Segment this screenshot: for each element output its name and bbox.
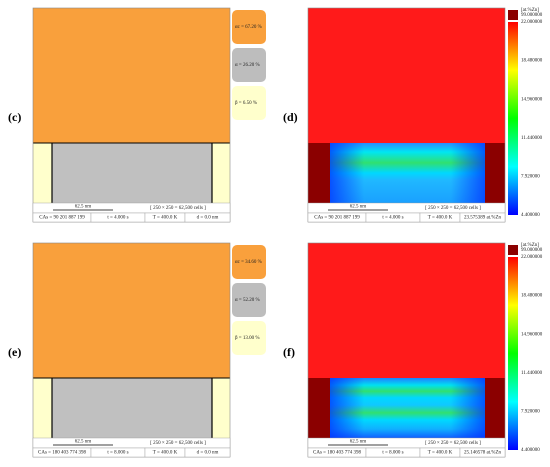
- legend-text: β = 13.00 %: [235, 336, 260, 341]
- status-cell: [459, 212, 506, 223]
- panel-label: (c): [8, 110, 21, 124]
- colorbar-label: 7.920000: [521, 175, 540, 180]
- conc-edge-shade: [330, 378, 485, 438]
- colorbar-label: 22.000000: [521, 20, 543, 25]
- scale-text: 62.5 nm: [350, 440, 367, 445]
- legend-box: [232, 48, 266, 82]
- legend-text: αc = 67.20 %: [235, 25, 262, 30]
- status-text: t = 8.000 s: [107, 451, 128, 456]
- status-cell: [184, 212, 231, 223]
- gray-phase: [52, 378, 212, 438]
- conc-edge-shade: [330, 143, 485, 203]
- colorbar-label: 99.000000: [521, 13, 543, 18]
- status-text: d = 0.0 nm: [197, 451, 219, 456]
- status-text: CAs = 90 201 887 199: [314, 216, 360, 221]
- colorbar-label: 4.400000: [521, 213, 540, 218]
- cells-text: [ 250 × 250 = 62,500 cells ]: [150, 206, 206, 211]
- status-text: t = 4.000 s: [107, 216, 128, 221]
- legend-text: α = 26.20 %: [235, 63, 260, 68]
- red-region: [308, 8, 505, 143]
- colorbar-label: 11.440000: [521, 371, 543, 376]
- legend-text: α = 52.20 %: [235, 298, 260, 303]
- cells-text: [ 250 × 250 = 62,500 cells ]: [425, 441, 481, 446]
- colorbar-label: 18.480000: [521, 294, 543, 299]
- cells-text: [ 250 × 250 = 62,500 cells ]: [150, 441, 206, 446]
- status-text: T = 400.0 K: [428, 216, 453, 221]
- dark-side: [485, 143, 505, 203]
- panel-label: (e): [8, 345, 21, 359]
- colorbar: [508, 257, 518, 450]
- dark-side: [308, 143, 330, 203]
- cells-text: [ 250 × 250 = 62,500 cells ]: [425, 206, 481, 211]
- colorbar: [508, 22, 518, 215]
- legend-box: [232, 10, 266, 44]
- colorbar-label: 14.960000: [521, 332, 543, 337]
- legend-text: β = 6.50 %: [235, 101, 257, 106]
- colorbar-label: 7.920000: [521, 410, 540, 415]
- dark-side: [485, 378, 505, 438]
- status-text: CAs = 90 201 887 199: [39, 216, 85, 221]
- status-text: CAs = 180 403 774 398: [38, 451, 86, 456]
- legend-box: [232, 86, 266, 120]
- legend-box: [232, 245, 266, 279]
- status-text: CAs = 180 403 774 398: [313, 451, 361, 456]
- status-text: t = 4.000 s: [382, 216, 403, 221]
- status-cell: [459, 447, 506, 458]
- colorbar-label: 4.400000: [521, 448, 540, 453]
- panel-label: (d): [283, 110, 298, 124]
- colorbar-label: 22.000000: [521, 255, 543, 260]
- status-text: T = 400.0 K: [428, 451, 453, 456]
- status-text: 25.146578 at.%Zn: [464, 451, 502, 456]
- dark-side: [308, 378, 330, 438]
- scale-text: 62.5 nm: [75, 440, 92, 445]
- status-text: T = 400.0 K: [153, 451, 178, 456]
- gray-phase: [52, 143, 212, 203]
- colorbar-header: [at.%Zn]: [521, 8, 539, 13]
- legend-box: [232, 321, 266, 355]
- scale-text: 62.5 nm: [350, 205, 367, 210]
- red-region: [308, 243, 505, 378]
- legend-box: [232, 283, 266, 317]
- colorbar-label: 99.000000: [521, 248, 543, 253]
- orange-phase: [33, 8, 230, 143]
- legend-text: αc = 34.60 %: [235, 260, 262, 265]
- colorbar-label: 11.440000: [521, 136, 543, 141]
- status-text: T = 400.0 K: [153, 216, 178, 221]
- status-text: t = 8.000 s: [382, 451, 403, 456]
- colorbar-top: [508, 245, 518, 255]
- colorbar-label: 18.480000: [521, 59, 543, 64]
- colorbar-header: [at.%Zn]: [521, 243, 539, 248]
- panel-label: (f): [283, 345, 295, 359]
- colorbar-top: [508, 10, 518, 20]
- status-text: d = 0.0 nm: [197, 216, 219, 221]
- status-text: 23.575389 at.%Zn: [464, 216, 502, 221]
- scale-text: 62.5 nm: [75, 205, 92, 210]
- colorbar-label: 14.960000: [521, 97, 543, 102]
- status-cell: [184, 447, 231, 458]
- orange-phase: [33, 243, 230, 378]
